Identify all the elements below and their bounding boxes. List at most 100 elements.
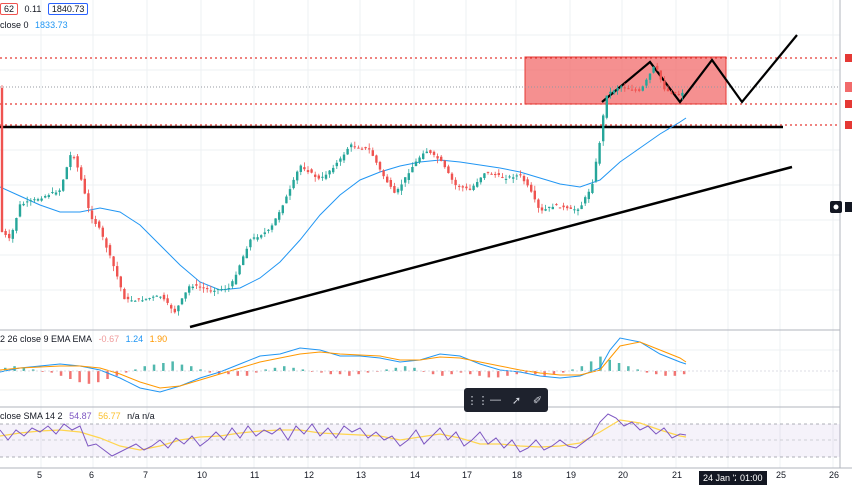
macd-bar: [124, 371, 128, 373]
candle-body: [270, 225, 274, 230]
candle-body: [605, 95, 608, 118]
trend-line-icon[interactable]: ➚: [511, 394, 522, 407]
candle-body: [551, 206, 554, 210]
macd-bar: [664, 371, 667, 376]
macd-bar: [524, 371, 528, 373]
candle-body: [612, 90, 616, 94]
candle-body: [90, 210, 94, 220]
x-axis-label: 18: [512, 470, 523, 480]
candle-body: [256, 237, 259, 240]
macd-bar: [227, 371, 230, 375]
candle-body: [663, 80, 666, 90]
candle-body: [11, 229, 14, 239]
candle-body: [674, 92, 677, 94]
brush-icon[interactable]: ✐: [532, 394, 543, 407]
candle-body: [681, 92, 684, 96]
candle-body: [184, 292, 187, 299]
candle-body: [245, 248, 248, 259]
candle-body: [555, 204, 558, 206]
candle-body: [209, 290, 212, 292]
resistance-zone[interactable]: [524, 56, 727, 105]
candle-body: [227, 287, 230, 289]
candle-body: [587, 191, 590, 200]
candle-body: [576, 209, 580, 211]
candle-body: [180, 298, 184, 305]
grip-icon[interactable]: ⋮⋮: [466, 394, 489, 407]
macd-bar: [617, 363, 621, 371]
macd-bar: [171, 361, 174, 371]
x-axis-label: 21: [672, 470, 683, 480]
macd-bar: [292, 367, 295, 371]
rsi-value-3: n/a n/a: [127, 411, 155, 421]
ma-label: close 0: [0, 20, 29, 30]
candle-body: [548, 206, 551, 208]
macd-bar: [478, 371, 481, 376]
candle-body: [666, 88, 670, 92]
candle-body: [368, 148, 371, 150]
macd-bar: [273, 367, 277, 371]
macd-bar: [599, 356, 602, 371]
candle-body: [591, 183, 594, 194]
candle-body: [94, 218, 97, 224]
macd-bar: [106, 371, 109, 379]
candle-body: [436, 156, 439, 159]
candle-body: [299, 165, 302, 172]
candle-body: [371, 150, 374, 156]
candle-body: [677, 93, 680, 95]
x-axis[interactable]: 5 6 7 10 11 12 13 14 17 18 19 20 21 25 26: [0, 468, 852, 485]
x-axis-label: 26: [829, 470, 840, 480]
projection-path[interactable]: [601, 34, 798, 104]
candle-body: [350, 144, 353, 148]
macd-bar: [50, 371, 53, 373]
candle-body: [116, 266, 119, 277]
drawing-toolbar[interactable]: ⋮⋮ — ➚ ✐: [464, 388, 548, 412]
level-lines[interactable]: [0, 57, 840, 126]
macd-bar: [459, 371, 463, 373]
candle-body: [188, 286, 191, 293]
candle-body: [342, 154, 346, 161]
candle-body: [389, 180, 392, 187]
macd-bar: [394, 367, 398, 371]
candle-body: [173, 308, 176, 313]
candle-body: [321, 176, 324, 178]
candles[interactable]: [0, 62, 684, 316]
candle-body: [288, 189, 292, 196]
macd-bar: [552, 371, 556, 375]
candle-body: [443, 160, 446, 168]
candle-body: [119, 276, 122, 288]
line-tool-icon[interactable]: —: [490, 394, 501, 406]
macd-legend: 2 26 close 9 EMA EMA -0.67 1.24 1.90: [0, 334, 171, 344]
rsi-value-1: 54.87: [69, 411, 92, 421]
candle-body: [126, 296, 130, 300]
x-axis-label: 12: [304, 470, 315, 480]
candle-body: [44, 196, 47, 198]
candle-body: [47, 195, 50, 198]
candle-body: [83, 178, 86, 194]
candle-body: [411, 166, 414, 173]
macd-bar: [385, 369, 388, 371]
candle-body: [69, 155, 72, 167]
candle-body: [627, 88, 630, 90]
macd-bar: [255, 371, 258, 373]
macd-bar: [515, 371, 518, 375]
macd-bar: [496, 371, 500, 378]
macd-bar: [162, 363, 165, 371]
candle-body: [533, 190, 536, 200]
candle-body: [162, 294, 166, 300]
candle-body: [360, 148, 364, 150]
candle-body: [454, 179, 457, 186]
candle-body: [396, 189, 400, 193]
candle-body: [54, 192, 58, 195]
trend-line[interactable]: [189, 165, 793, 329]
candle-body: [220, 288, 223, 290]
macd-bar: [673, 371, 677, 376]
candle-body: [476, 182, 479, 187]
crosshair-time-tag: 01:00: [736, 471, 767, 485]
macd-bar: [655, 371, 658, 375]
macd-bar: [245, 371, 249, 376]
candle-body: [458, 185, 461, 187]
candle-body: [494, 173, 497, 176]
candle-body: [346, 148, 349, 155]
